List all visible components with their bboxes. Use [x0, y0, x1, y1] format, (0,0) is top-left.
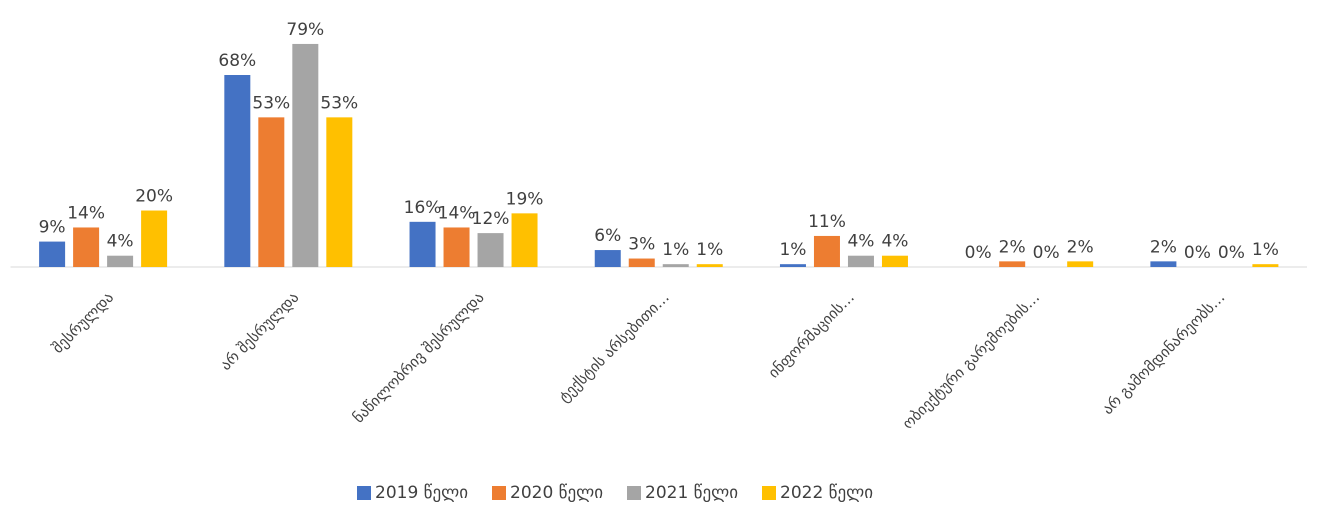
- data-label: 4%: [847, 232, 874, 252]
- data-label: 0%: [1218, 243, 1245, 263]
- bar: [141, 210, 168, 267]
- data-label: 53%: [320, 93, 358, 113]
- data-label: 1%: [696, 240, 723, 260]
- data-label: 20%: [135, 187, 173, 207]
- data-label: 4%: [107, 232, 134, 252]
- data-label: 16%: [404, 198, 442, 218]
- data-label: 14%: [67, 203, 105, 223]
- x-tick-label: ინფორმაციის…: [765, 288, 858, 381]
- bar: [1252, 264, 1279, 267]
- legend-label: 2019 წელი: [375, 483, 468, 503]
- legend-label: 2021 წელი: [645, 483, 738, 503]
- data-label: 1%: [779, 240, 806, 260]
- data-label: 1%: [1252, 240, 1279, 260]
- data-label: 2%: [1067, 237, 1094, 257]
- bar: [881, 255, 908, 267]
- data-label: 14%: [438, 203, 476, 223]
- data-label: 19%: [506, 189, 544, 209]
- data-label: 6%: [594, 226, 621, 246]
- bar: [258, 117, 285, 268]
- bar: [594, 250, 621, 267]
- x-tick-label: ობიექტური გარემოების…: [899, 288, 1043, 432]
- bar: [1067, 261, 1094, 267]
- data-label: 0%: [1184, 243, 1211, 263]
- bar: [847, 255, 874, 267]
- x-tick-label: ტექსტის არსებითი…: [555, 288, 673, 406]
- legend-swatch: [762, 486, 776, 500]
- x-tick-label: არ გამომდინარეობს…: [1099, 288, 1229, 418]
- legend-swatch: [627, 486, 641, 500]
- data-label: 11%: [808, 212, 846, 232]
- bar: [628, 258, 655, 267]
- data-label: 4%: [881, 232, 908, 252]
- data-label: 2%: [999, 237, 1026, 257]
- bar: [662, 264, 689, 267]
- bar: [813, 235, 840, 267]
- x-tick-label: ნაწილობრივ შესრულდა: [349, 288, 487, 426]
- bar: [1150, 261, 1177, 267]
- bar: [292, 43, 319, 267]
- bar: [409, 221, 436, 267]
- bar: [999, 261, 1026, 267]
- legend-label: 2020 წელი: [510, 483, 603, 503]
- legend-label: 2022 წელი: [780, 483, 873, 503]
- bar: [696, 264, 723, 267]
- bar: [511, 213, 538, 267]
- data-label: 68%: [218, 51, 256, 71]
- bar: [73, 227, 100, 267]
- data-label: 0%: [1033, 243, 1060, 263]
- bar: [443, 227, 470, 267]
- data-label: 12%: [472, 209, 510, 229]
- data-label: 2%: [1150, 237, 1177, 257]
- legend-swatch: [357, 486, 371, 500]
- data-label: 3%: [628, 235, 655, 255]
- bar: [39, 241, 66, 267]
- x-tick-label: არ შესრულდა: [217, 288, 303, 374]
- data-label: 0%: [965, 243, 992, 263]
- bar: [107, 255, 134, 267]
- bar: [224, 75, 251, 267]
- bar: [779, 264, 806, 267]
- data-label: 53%: [252, 93, 290, 113]
- data-label: 79%: [286, 20, 324, 40]
- data-label: 1%: [662, 240, 689, 260]
- legend-swatch: [492, 486, 506, 500]
- bar: [326, 117, 353, 268]
- bar: [477, 233, 504, 267]
- data-label: 9%: [39, 218, 66, 238]
- x-tick-label: შესრულდა: [49, 288, 117, 356]
